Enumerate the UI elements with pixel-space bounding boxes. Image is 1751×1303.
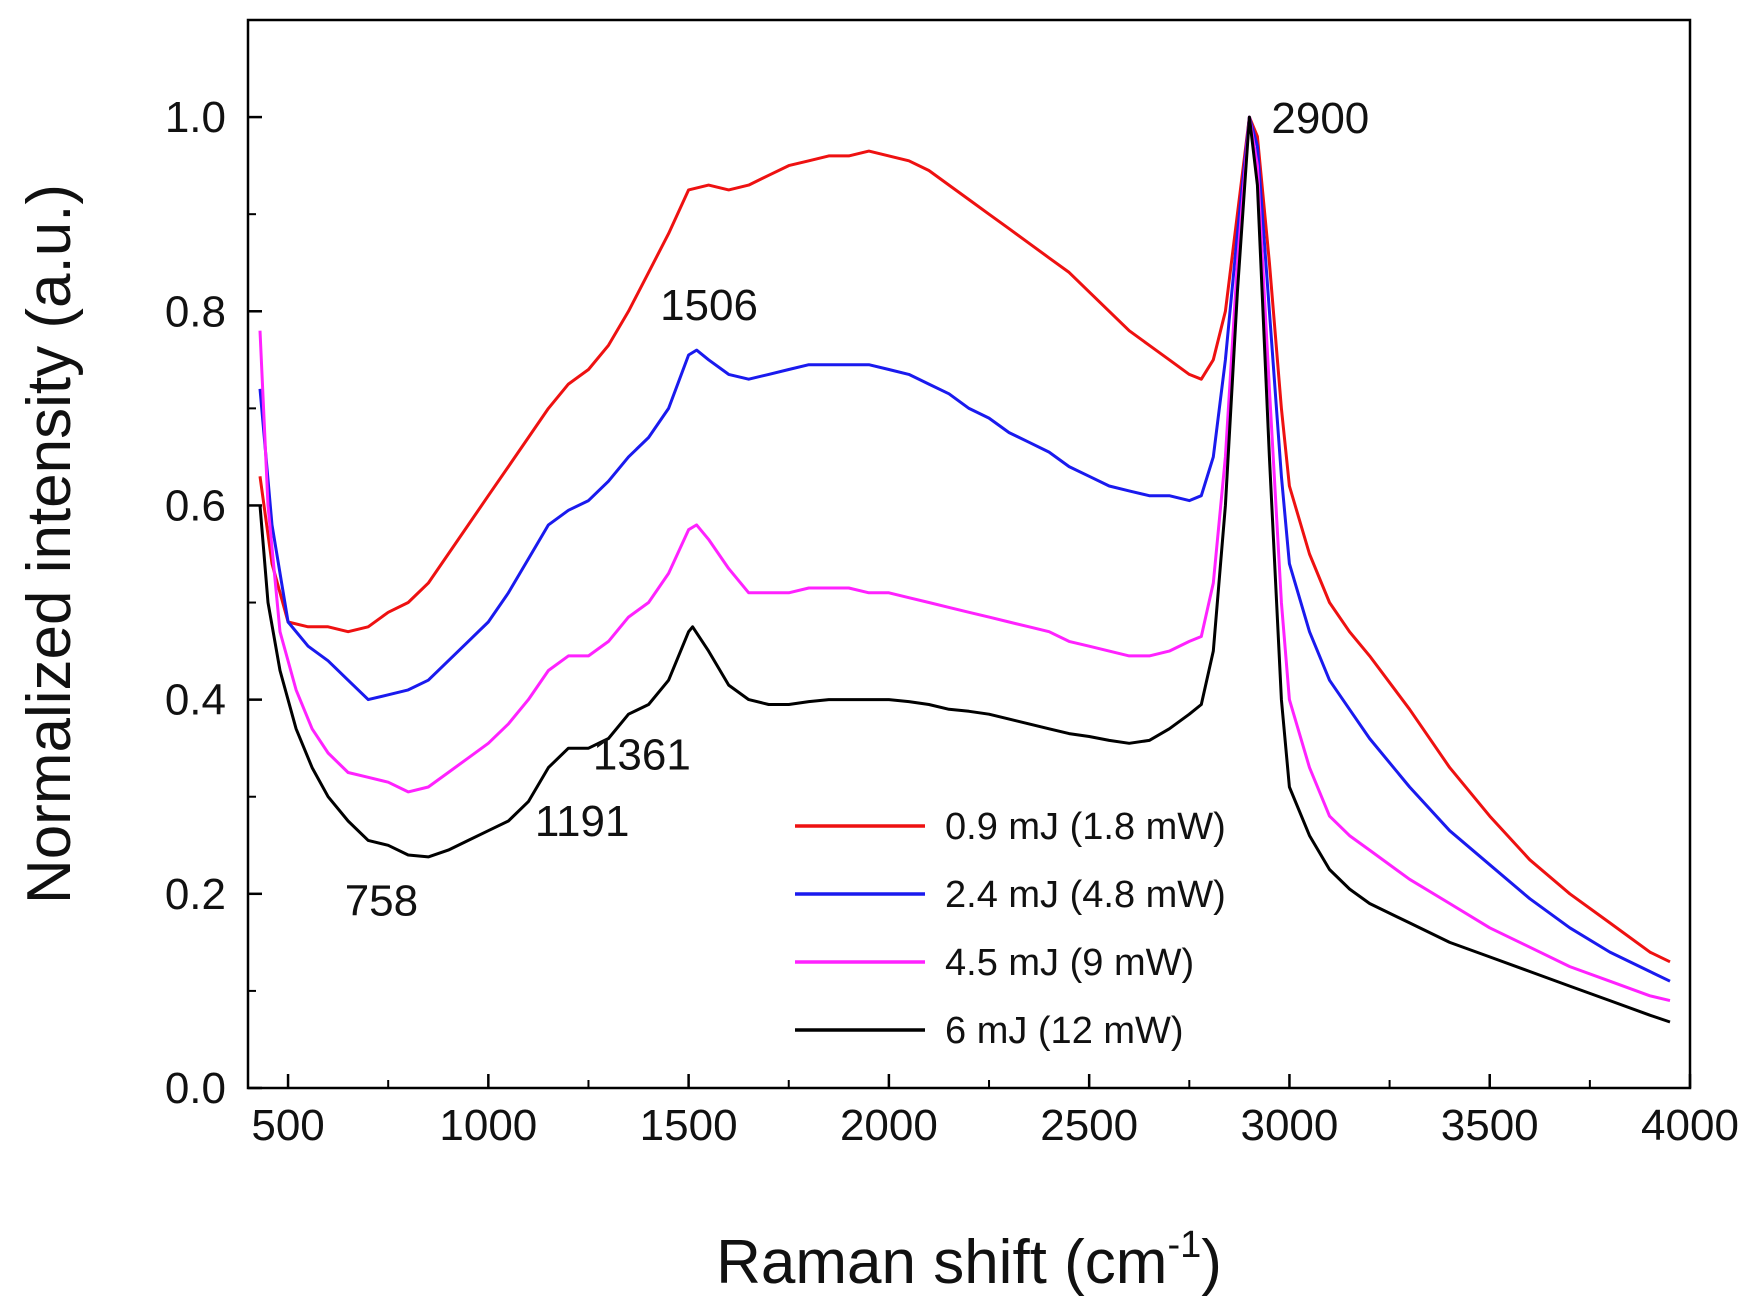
x-tick-label: 500 bbox=[251, 1101, 324, 1150]
plot-frame bbox=[246, 18, 1692, 1090]
series-line-1 bbox=[258, 115, 1671, 964]
legend-label-4: 6 mJ (12 mW) bbox=[945, 1010, 1184, 1052]
legend-label-2: 2.4 mJ (4.8 mW) bbox=[945, 874, 1226, 916]
peak-annotations: 758 1191 1361 1506 2900 bbox=[345, 94, 1370, 925]
y-tick-label: 1.0 bbox=[165, 93, 226, 142]
peak-label-1506: 1506 bbox=[660, 281, 758, 330]
x-tick-label: 2000 bbox=[840, 1101, 938, 1150]
legend-label-3: 4.5 mJ (9 mW) bbox=[945, 942, 1194, 984]
x-axis-title-close: ) bbox=[1201, 1228, 1222, 1297]
peak-label-758: 758 bbox=[345, 876, 418, 925]
x-tick-label: 4000 bbox=[1641, 1101, 1739, 1150]
x-axis-title-superscript: -1 bbox=[1167, 1224, 1201, 1266]
y-tick-label: 0.0 bbox=[165, 1064, 226, 1113]
x-tick-label: 2500 bbox=[1040, 1101, 1138, 1150]
peak-label-1191: 1191 bbox=[535, 797, 630, 846]
series-layer bbox=[258, 115, 1671, 1024]
x-tick-label: 1500 bbox=[640, 1101, 738, 1150]
legend-label-1: 0.9 mJ (1.8 mW) bbox=[945, 806, 1226, 848]
legend: 0.9 mJ (1.8 mW) 2.4 mJ (4.8 mW) 4.5 mJ (9 … bbox=[795, 806, 1226, 1052]
y-axis-title: Normalized intensity (a.u.) bbox=[15, 184, 84, 904]
series-line-2 bbox=[258, 115, 1671, 983]
y-tick-label: 0.6 bbox=[165, 481, 226, 530]
y-tick-label: 0.2 bbox=[165, 870, 226, 919]
x-tick-label: 1000 bbox=[439, 1101, 537, 1150]
peak-label-1361: 1361 bbox=[593, 730, 691, 779]
x-axis-title-main: Raman shift (cm bbox=[716, 1228, 1167, 1297]
x-tick-label: 3500 bbox=[1441, 1101, 1539, 1150]
x-tick-label: 3000 bbox=[1240, 1101, 1338, 1150]
y-tick-label: 0.8 bbox=[165, 287, 226, 336]
y-tick-label: 0.4 bbox=[165, 676, 226, 725]
axis-ticks: 500 1000 1500 2000 2500 3000 3500 4000 0.0 0.2 0.4… bbox=[165, 93, 1739, 1150]
peak-label-2900: 2900 bbox=[1271, 94, 1369, 143]
series-line-4 bbox=[258, 115, 1671, 1024]
series-line-3 bbox=[258, 115, 1671, 1003]
x-axis-title: Raman shift (cm-1) bbox=[716, 1224, 1222, 1297]
